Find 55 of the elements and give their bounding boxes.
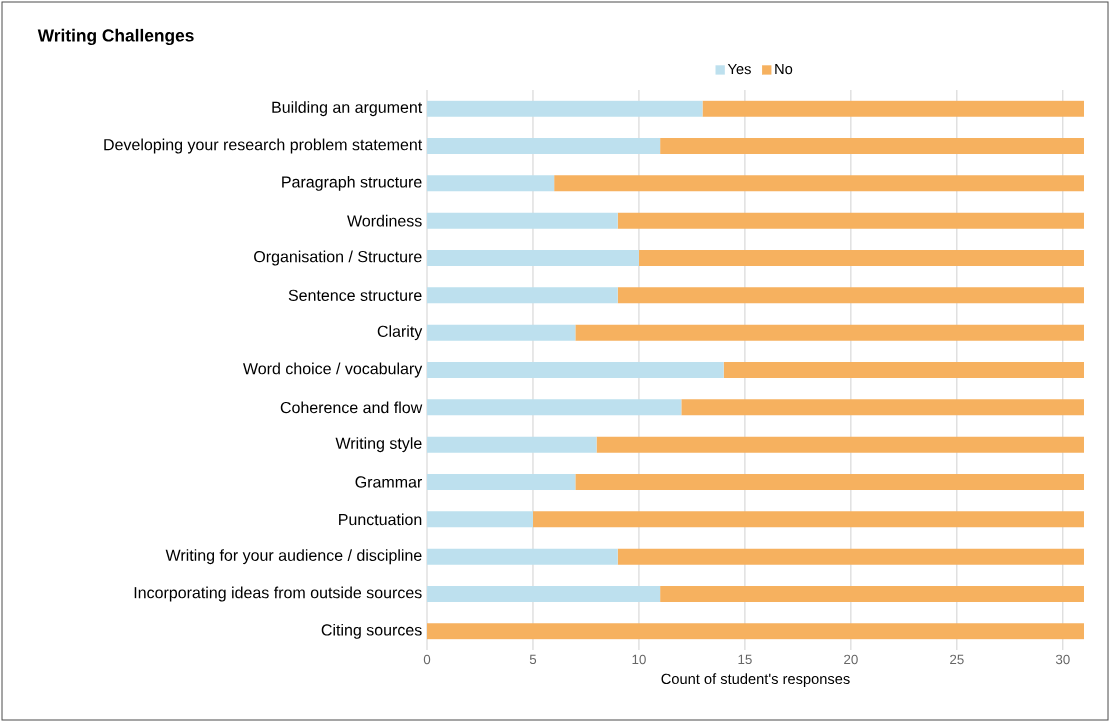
bar xyxy=(617,212,1085,229)
bar xyxy=(427,324,576,341)
x-tick-label: 20 xyxy=(844,654,858,665)
y-tick-label: Coherence and flow xyxy=(280,401,423,414)
bar xyxy=(427,100,703,117)
bar xyxy=(723,362,1085,379)
y-tick-label: Sentence structure xyxy=(288,289,422,301)
y-tick-label: Punctuation xyxy=(339,513,422,526)
x-tick-label: 25 xyxy=(950,654,964,665)
x-tick-label: 30 xyxy=(1055,654,1070,665)
x-tick-label: 0 xyxy=(423,654,431,665)
x-tick-label: 10 xyxy=(632,654,646,665)
bar xyxy=(427,362,724,379)
bar xyxy=(427,287,618,304)
bar xyxy=(702,100,1085,117)
bar xyxy=(427,436,597,453)
bar xyxy=(427,250,639,267)
bar xyxy=(554,175,1085,192)
bar xyxy=(427,511,533,528)
bar xyxy=(575,324,1085,341)
y-tick-label: Incorporating ideas from outside sources xyxy=(134,586,422,602)
bar xyxy=(427,175,555,192)
y-tick-label: Writing style xyxy=(335,437,422,453)
x-axis-title: Count of student's responses xyxy=(661,673,850,687)
y-tick-label: Grammar xyxy=(355,476,423,488)
bar xyxy=(427,586,661,603)
x-tick-label: 15 xyxy=(738,654,752,665)
y-tick-label: Building an argument xyxy=(272,101,423,117)
legend-label: No xyxy=(775,63,793,75)
bar xyxy=(532,511,1085,528)
x-tick-label: 5 xyxy=(529,654,537,665)
y-tick-label: Paragraph structure xyxy=(282,175,422,191)
bar xyxy=(638,250,1085,267)
legend-label: Yes xyxy=(727,63,751,75)
bar xyxy=(427,474,576,491)
y-tick-label: Developing your research problem statement xyxy=(104,138,423,154)
bar xyxy=(427,399,682,416)
bar xyxy=(681,399,1085,416)
bar xyxy=(427,548,618,565)
bar xyxy=(427,212,618,229)
bar xyxy=(660,586,1085,603)
y-tick-label: Citing sources xyxy=(321,623,422,639)
bar xyxy=(596,436,1085,453)
y-tick-label: Word choice / vocabulary xyxy=(243,362,423,378)
bar xyxy=(660,138,1085,155)
bar xyxy=(427,138,661,155)
y-tick-label: Clarity xyxy=(377,325,423,341)
bar xyxy=(575,474,1085,491)
y-tick-label: Organisation / Structure xyxy=(254,250,422,266)
y-tick-label: Wordiness xyxy=(347,214,422,227)
text: Writing Challenges xyxy=(37,28,194,46)
bar xyxy=(617,287,1085,304)
y-tick-label: Writing for your audience / discipline xyxy=(165,549,422,565)
bar xyxy=(427,623,1085,640)
bar xyxy=(617,548,1085,565)
